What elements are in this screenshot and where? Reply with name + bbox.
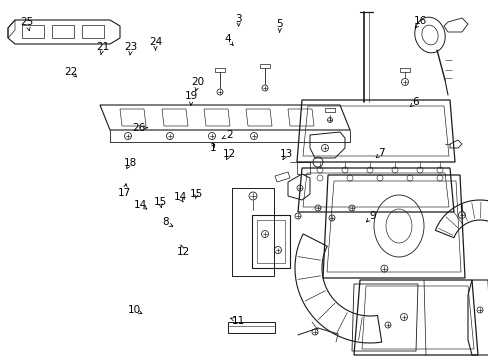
Text: 17: 17 (118, 188, 131, 198)
Text: 4: 4 (224, 34, 230, 44)
Text: 8: 8 (162, 217, 168, 228)
Text: 6: 6 (411, 96, 418, 107)
Text: 14: 14 (173, 192, 186, 202)
Text: 23: 23 (124, 42, 138, 52)
Text: 22: 22 (64, 67, 78, 77)
Text: 15: 15 (189, 189, 203, 199)
Text: 1: 1 (209, 143, 216, 153)
Text: 14: 14 (134, 200, 147, 210)
Text: 5: 5 (276, 19, 283, 30)
Text: 20: 20 (191, 77, 204, 87)
Text: 12: 12 (223, 149, 236, 159)
Text: 25: 25 (20, 17, 34, 27)
Text: 9: 9 (368, 211, 375, 221)
Text: 3: 3 (235, 14, 242, 24)
Text: 11: 11 (231, 316, 245, 326)
Text: 15: 15 (153, 197, 167, 207)
Text: 7: 7 (377, 148, 384, 158)
Text: 21: 21 (96, 42, 109, 52)
Text: 16: 16 (413, 16, 427, 26)
Text: 12: 12 (176, 247, 190, 257)
Text: 26: 26 (132, 123, 146, 133)
Text: 18: 18 (123, 158, 137, 168)
Bar (231, 188, 273, 276)
Text: 13: 13 (279, 149, 292, 159)
Text: 24: 24 (148, 37, 162, 48)
Text: 2: 2 (226, 130, 233, 140)
Text: 10: 10 (128, 305, 141, 315)
Text: 19: 19 (184, 91, 198, 102)
